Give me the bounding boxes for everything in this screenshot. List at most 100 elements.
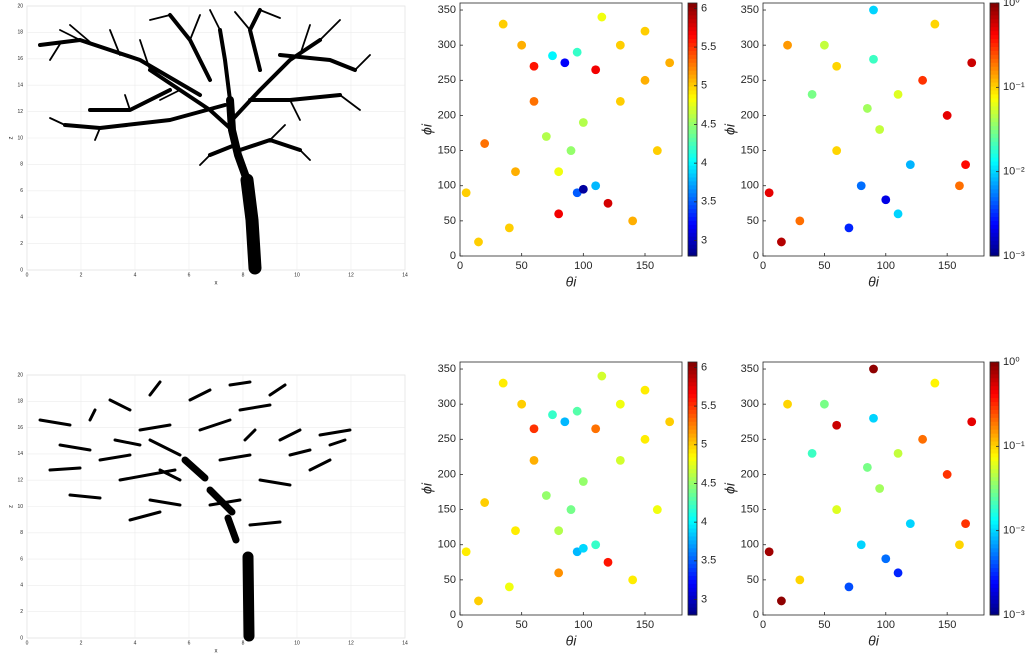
scatter-point [863,463,872,472]
colorbar-swatch [990,31,999,35]
scatter-point [918,76,927,85]
colorbar-swatch [688,153,697,157]
colorbar-swatch [990,248,999,252]
colorbar-swatch [990,232,999,236]
colorbar-swatch [688,66,697,70]
colorbar-swatch [990,62,999,66]
colorbar-swatch [688,390,697,394]
y-tick-label: 16 [17,56,23,62]
y-tick-label: 350 [741,4,759,16]
colorbar-swatch [990,161,999,165]
colorbar-swatch [688,579,697,583]
scatter-point [653,146,662,155]
scatter-point [548,410,557,419]
y-tick-label: 300 [741,39,759,51]
scatter-point [653,505,662,514]
colorbar-swatch [990,607,999,611]
colorbar-swatch [688,35,697,39]
colorbar-swatch [688,205,697,209]
x-tick-label: 50 [818,260,830,272]
y-tick-label: 12 [17,478,23,484]
scatter-point [530,456,539,465]
colorbar-swatch [990,181,999,185]
colorbar-swatch [688,394,697,398]
scatter-point [857,181,866,190]
colorbar-swatch [990,137,999,141]
scatter-point [567,146,576,155]
scatter-point [820,41,829,50]
colorbar-swatch [990,153,999,157]
y-tick-label: 300 [438,398,456,410]
colorbar-swatch [990,15,999,19]
colorbar-swatch [990,201,999,205]
colorbar-swatch [688,528,697,532]
scatter-point [881,195,890,204]
y-tick-label: 8 [20,162,23,168]
colorbar-swatch [688,595,697,599]
colorbar-swatch [990,496,999,500]
colorbar-swatch [688,50,697,54]
colorbar-swatch [688,548,697,552]
colorbar-swatch [688,568,697,572]
colorbar-swatch [688,500,697,504]
colorbar-swatch [990,173,999,177]
colorbar-swatch [688,197,697,201]
colorbar-swatch [990,421,999,425]
colorbar-swatch [688,524,697,528]
y-tick-label: 100 [741,180,759,192]
y-tick-label: 0 [20,267,23,273]
colorbar-tick-label: 5 [701,439,707,451]
colorbar-swatch [990,492,999,496]
scatter-point [530,62,539,71]
colorbar-swatch [688,130,697,134]
y-tick-label: 150 [438,144,456,156]
y-tick-label: 250 [741,74,759,86]
colorbar-tick-label: 3 [701,234,707,246]
y-tick-label: 14 [17,83,23,89]
x-axis-label: θi [868,633,880,649]
colorbar-tick-label: 4.5 [701,477,716,489]
colorbar-tick-label: 10⁻³ [1003,609,1025,621]
x-axis-label: x [215,281,218,287]
scatter-point [869,55,878,64]
colorbar-swatch [990,591,999,595]
scatter-point [869,365,878,374]
scatter-point [616,41,625,50]
colorbar-swatch [688,481,697,485]
colorbar-tick-label: 6 [701,2,707,14]
colorbar-swatch [688,583,697,587]
colorbar-swatch [688,512,697,516]
y-tick-label: 8 [20,530,23,536]
colorbar-tick-label: 6 [701,361,707,373]
colorbar-swatch [688,607,697,611]
colorbar-swatch [990,240,999,244]
scatter-point [530,424,539,433]
scatter-point [832,421,841,430]
colorbar-swatch [990,106,999,110]
colorbar-swatch [990,587,999,591]
colorbar-swatch [990,508,999,512]
colorbar-swatch [688,126,697,130]
colorbar-swatch [990,556,999,560]
colorbar-swatch [990,481,999,485]
scatter-point [554,167,563,176]
colorbar-swatch [688,437,697,441]
colorbar-swatch [990,485,999,489]
colorbar-swatch [990,169,999,173]
scatter-point [894,209,903,218]
colorbar-swatch [990,27,999,31]
y-tick-label: 200 [438,468,456,480]
y-tick-label: 10 [17,135,23,141]
scatter-point [560,417,569,426]
y-tick-label: 12 [17,109,23,115]
colorbar-swatch [688,508,697,512]
colorbar-swatch [688,409,697,413]
colorbar-swatch [990,441,999,445]
scatter-point [665,417,674,426]
colorbar-swatch [688,433,697,437]
x-axis-label: θi [566,633,578,649]
y-tick-label: 2 [20,609,23,615]
scatter-point [832,505,841,514]
colorbar-swatch [688,62,697,66]
scatter-point [894,90,903,99]
